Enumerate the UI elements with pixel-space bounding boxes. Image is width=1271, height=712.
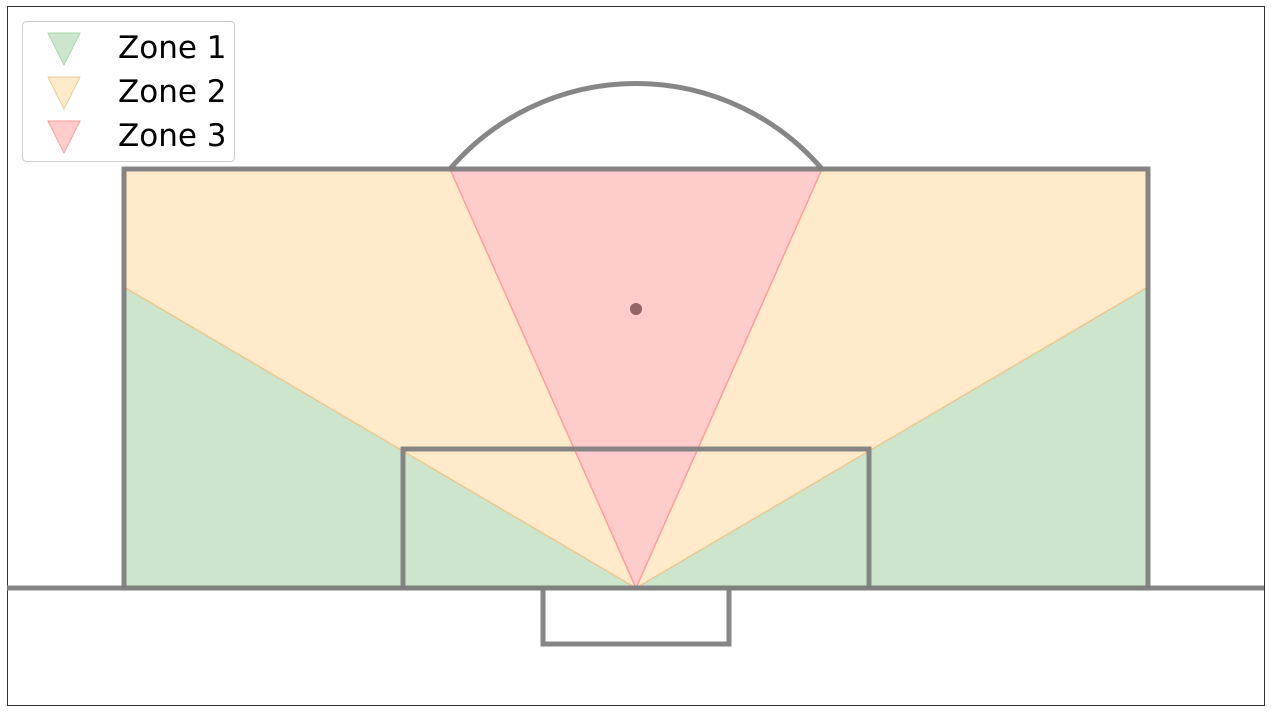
plot-frame: [7, 6, 1265, 706]
legend-label-zone-3: Zone 3: [118, 118, 227, 154]
penalty-arc: [448, 81, 824, 171]
triangle-down-icon: [47, 120, 81, 155]
legend-label-zone-2: Zone 2: [118, 74, 227, 110]
penalty-spot: [630, 303, 642, 315]
legend-item-zone-3: Zone 3: [47, 118, 227, 155]
goal-frame: [540, 588, 732, 647]
triangle-down-icon: [47, 76, 81, 111]
legend: Zone 1 Zone 2 Zone 3: [22, 21, 235, 162]
pitch-lines: [7, 81, 1264, 647]
legend-label-zone-1: Zone 1: [118, 30, 227, 66]
legend-item-zone-1: Zone 1: [47, 30, 227, 67]
triangle-down-icon: [47, 32, 81, 67]
legend-item-zone-2: Zone 2: [47, 74, 227, 111]
